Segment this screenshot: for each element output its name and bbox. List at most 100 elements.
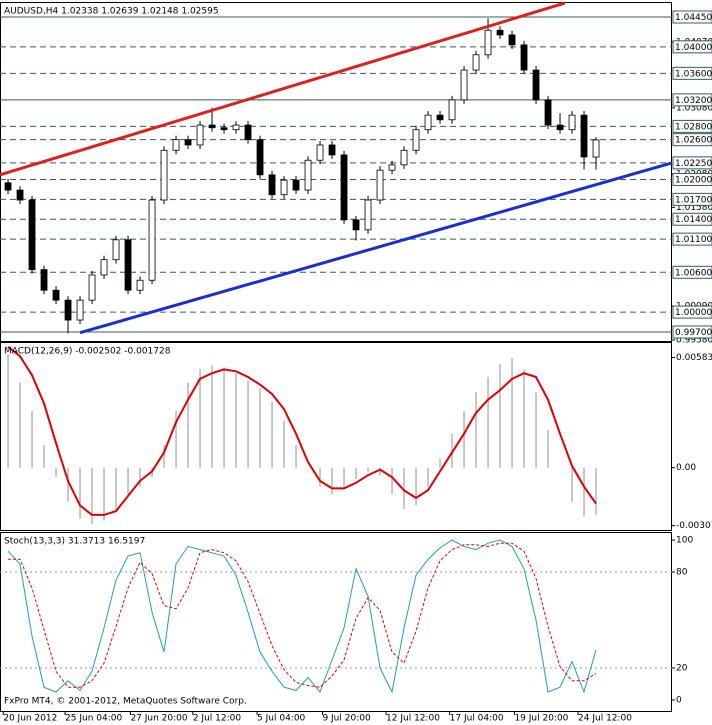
candle-body	[568, 114, 576, 131]
x-tick-label: 20 Jun 2012	[3, 714, 57, 724]
x-tick-label: 12 Jul 12:00	[386, 714, 440, 724]
candle-body	[400, 149, 408, 166]
panel-title: MACD(12,26,9) -0.002502 -0.001728	[4, 347, 171, 357]
x-tick-label: 2 Jul 12:00	[193, 714, 242, 724]
level-label-box	[672, 172, 712, 186]
y-tick-label: 1.01580	[676, 203, 712, 213]
candle-body	[532, 69, 540, 101]
x-tick-label: 25 Jun 04:00	[65, 714, 122, 724]
level-label: 1.00000	[675, 308, 712, 318]
candle-body	[580, 114, 588, 158]
candle-body	[556, 124, 564, 131]
level-label: 1.03200	[675, 96, 712, 106]
candle-body	[364, 199, 372, 231]
y-tick-label: -0.00307	[676, 521, 712, 531]
x-tick-label: 9 Jul 20:00	[322, 714, 371, 724]
level-label: 1.01100	[675, 235, 712, 245]
candle-body	[280, 179, 288, 196]
candle-body	[196, 124, 204, 146]
signal-line	[8, 542, 597, 688]
candle-body	[148, 199, 156, 281]
candle-body	[112, 239, 120, 261]
level-label: 1.02800	[675, 122, 712, 132]
candle-body	[436, 114, 444, 121]
y-tick-label: 80	[676, 568, 688, 578]
candle-body	[544, 99, 552, 126]
level-label-box	[672, 10, 712, 24]
level-label: 1.02600	[675, 136, 712, 146]
level-label-box	[672, 66, 712, 80]
candle-body	[496, 29, 504, 36]
y-tick-label: 1.03080	[676, 103, 712, 113]
candle-body	[64, 299, 72, 321]
level-label: 1.02250	[675, 159, 712, 169]
x-tick-label: 17 Jul 04:00	[450, 714, 504, 724]
x-tick-label: 19 Jul 20:00	[514, 714, 568, 724]
candle-body	[448, 99, 456, 121]
candle-body	[520, 44, 528, 71]
y-tick-label: 0.99580	[676, 335, 712, 345]
candle-body	[484, 29, 492, 56]
level-label-box	[672, 212, 712, 226]
candle-body	[208, 124, 216, 129]
candle-body	[100, 259, 108, 276]
x-tick-label: 5 Jul 04:00	[257, 714, 306, 724]
level-label: 1.03600	[675, 69, 712, 79]
candle-body	[412, 129, 420, 151]
candle-body	[592, 139, 600, 158]
candle-body	[76, 299, 84, 321]
macd-panel	[0, 342, 672, 531]
stoch-panel	[0, 532, 672, 712]
level-label: 1.01700	[675, 195, 712, 205]
candle-body	[52, 289, 60, 301]
level-label-box	[672, 232, 712, 246]
signal-line	[7, 346, 597, 516]
level-label: 1.04000	[675, 43, 712, 53]
trendline	[79, 161, 673, 335]
candle-body	[244, 124, 252, 141]
candle-body	[328, 144, 336, 156]
candle-body	[268, 174, 276, 196]
candle-body	[340, 154, 348, 221]
y-tick-label: 0.00583	[676, 353, 712, 363]
x-tick-label: 27 Jun 20:00	[130, 714, 187, 724]
level-label-box	[672, 156, 712, 170]
panel-title: AUDUSD,H4 1.02338 1.02639 1.02148 1.0259…	[4, 7, 219, 17]
candle-body	[256, 139, 264, 176]
price-panel	[0, 2, 672, 342]
candle-body	[304, 159, 312, 191]
y-tick-label: 20	[676, 664, 688, 674]
level-label-box	[672, 192, 712, 206]
level-label: 1.00600	[675, 268, 712, 278]
candle-body	[220, 127, 228, 131]
candle-body	[88, 274, 96, 301]
candle-body	[388, 164, 396, 171]
level-label-box	[672, 305, 712, 319]
candle-body	[472, 54, 480, 71]
level-label-box	[672, 265, 712, 279]
candle-body	[172, 139, 180, 151]
trendline	[0, 1, 566, 177]
level-label-box	[672, 133, 712, 147]
candle-body	[28, 199, 36, 271]
candle-body	[4, 182, 12, 191]
x-tick-label: 24 Jul 12:00	[578, 714, 632, 724]
candle-body	[136, 279, 144, 291]
candle-body	[460, 69, 468, 101]
level-label: 0.99700	[675, 328, 712, 338]
candle-body	[292, 179, 300, 191]
candle-body	[124, 239, 132, 291]
level-label: 1.04450	[675, 13, 712, 23]
candle-body	[232, 124, 240, 131]
level-label: 1.02000	[675, 175, 712, 185]
footer: FxPro MT4, © 2001-2012, MetaQuotes Softw…	[4, 697, 247, 707]
level-label-box	[672, 40, 712, 54]
candle-body	[424, 114, 432, 131]
level-label-box	[672, 119, 712, 133]
candle-body	[16, 189, 24, 201]
candle-body	[376, 169, 384, 201]
candle-body	[160, 149, 168, 201]
candle-body	[184, 139, 192, 146]
